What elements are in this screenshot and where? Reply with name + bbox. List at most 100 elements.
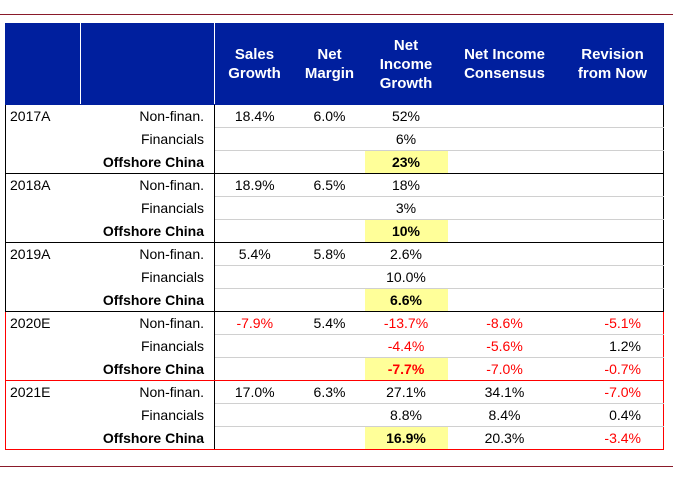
- cell-net-income-growth: 2.6%: [364, 242, 448, 266]
- cell-net-income-growth: 6%: [364, 127, 448, 151]
- cell-net-margin: 6.0%: [294, 104, 365, 128]
- cell-sales-growth: 5.4%: [214, 242, 295, 266]
- table-row: 2019A Non-finan. 5.4% 5.8% 2.6%: [5, 242, 664, 266]
- cell-consensus: 34.1%: [447, 380, 562, 404]
- table-row: Offshore China 23%: [5, 150, 664, 174]
- cell-year: 2020E: [5, 311, 81, 335]
- cell-net-margin: 6.5%: [294, 173, 365, 197]
- cell-segment: Financials: [80, 196, 215, 220]
- cell-consensus: 20.3%: [447, 426, 562, 450]
- cell-year: [5, 150, 81, 174]
- header-net-margin: Net Margin: [294, 23, 365, 105]
- cell-net-margin: [294, 265, 365, 289]
- header-segment: [80, 23, 215, 105]
- cell-net-income-growth: 6.6%: [364, 288, 448, 312]
- cell-year: 2018A: [5, 173, 81, 197]
- cell-sales-growth: [214, 127, 295, 151]
- table-row: Offshore China 6.6%: [5, 288, 664, 312]
- cell-net-margin: 5.8%: [294, 242, 365, 266]
- cell-net-income-growth: 18%: [364, 173, 448, 197]
- cell-consensus: [447, 265, 562, 289]
- cell-year: 2021E: [5, 380, 81, 404]
- header-net-income-consensus: Net Income Consensus: [447, 23, 562, 105]
- table-row: Financials 8.8% 8.4% 0.4%: [5, 403, 664, 427]
- cell-revision: -3.4%: [561, 426, 664, 450]
- cell-year: 2019A: [5, 242, 81, 266]
- table-row: Financials 10.0%: [5, 265, 664, 289]
- top-rule: [0, 14, 673, 15]
- cell-sales-growth: [214, 265, 295, 289]
- cell-revision: 0.4%: [561, 403, 664, 427]
- cell-sales-growth: [214, 219, 295, 243]
- cell-sales-growth: [214, 403, 295, 427]
- cell-sales-growth: [214, 426, 295, 450]
- cell-segment: Non-finan.: [80, 380, 215, 404]
- cell-revision: -5.1%: [561, 311, 664, 335]
- table-row: 2021E Non-finan. 17.0% 6.3% 27.1% 34.1% -7.0%: [5, 380, 664, 404]
- table-row: Financials -4.4% -5.6% 1.2%: [5, 334, 664, 358]
- table-row: Financials 6%: [5, 127, 664, 151]
- cell-sales-growth: [214, 357, 295, 381]
- cell-net-margin: [294, 288, 365, 312]
- cell-sales-growth: -7.9%: [214, 311, 295, 335]
- earnings-growth-table: Sales Growth Net Margin Net Income Growth Ne…: [5, 23, 664, 450]
- cell-consensus: [447, 288, 562, 312]
- cell-revision: [561, 150, 664, 174]
- cell-segment: Financials: [80, 334, 215, 358]
- cell-net-margin: 5.4%: [294, 311, 365, 335]
- cell-consensus: [447, 150, 562, 174]
- table-row: Offshore China 10%: [5, 219, 664, 243]
- cell-net-income-growth: -7.7%: [364, 357, 448, 381]
- cell-revision: [561, 173, 664, 197]
- cell-consensus: 8.4%: [447, 403, 562, 427]
- cell-consensus: -8.6%: [447, 311, 562, 335]
- cell-year: [5, 334, 81, 358]
- cell-net-margin: [294, 196, 365, 220]
- header-year: [5, 23, 81, 105]
- cell-segment: Offshore China: [80, 150, 215, 174]
- cell-revision: -0.7%: [561, 357, 664, 381]
- cell-consensus: [447, 104, 562, 128]
- cell-sales-growth: [214, 288, 295, 312]
- cell-revision: -7.0%: [561, 380, 664, 404]
- cell-net-income-growth: 23%: [364, 150, 448, 174]
- cell-revision: [561, 265, 664, 289]
- cell-net-income-growth: 8.8%: [364, 403, 448, 427]
- cell-year: [5, 127, 81, 151]
- table-row: Financials 3%: [5, 196, 664, 220]
- cell-net-margin: 6.3%: [294, 380, 365, 404]
- header-sales-growth: Sales Growth: [214, 23, 295, 105]
- cell-net-margin: [294, 150, 365, 174]
- cell-net-income-growth: 27.1%: [364, 380, 448, 404]
- cell-revision: [561, 219, 664, 243]
- cell-segment: Offshore China: [80, 426, 215, 450]
- cell-consensus: -5.6%: [447, 334, 562, 358]
- cell-net-income-growth: 3%: [364, 196, 448, 220]
- cell-net-margin: [294, 426, 365, 450]
- cell-net-income-growth: 10%: [364, 219, 448, 243]
- cell-year: [5, 219, 81, 243]
- cell-consensus: [447, 173, 562, 197]
- cell-net-income-growth: 10.0%: [364, 265, 448, 289]
- cell-sales-growth: [214, 150, 295, 174]
- cell-segment: Non-finan.: [80, 311, 215, 335]
- cell-year: [5, 196, 81, 220]
- header-net-income-growth: Net Income Growth: [364, 23, 448, 105]
- cell-sales-growth: [214, 334, 295, 358]
- cell-net-margin: [294, 357, 365, 381]
- cell-consensus: [447, 127, 562, 151]
- cell-consensus: [447, 196, 562, 220]
- cell-year: [5, 288, 81, 312]
- cell-net-margin: [294, 219, 365, 243]
- cell-net-margin: [294, 334, 365, 358]
- cell-segment: Offshore China: [80, 288, 215, 312]
- cell-sales-growth: 18.9%: [214, 173, 295, 197]
- header-row: Sales Growth Net Margin Net Income Growth Ne…: [5, 23, 664, 105]
- header-revision-from-now: Revision from Now: [561, 23, 664, 105]
- table-row: Offshore China -7.7% -7.0% -0.7%: [5, 357, 664, 381]
- cell-revision: [561, 127, 664, 151]
- cell-revision: [561, 288, 664, 312]
- cell-net-income-growth: -4.4%: [364, 334, 448, 358]
- cell-revision: [561, 196, 664, 220]
- cell-sales-growth: [214, 196, 295, 220]
